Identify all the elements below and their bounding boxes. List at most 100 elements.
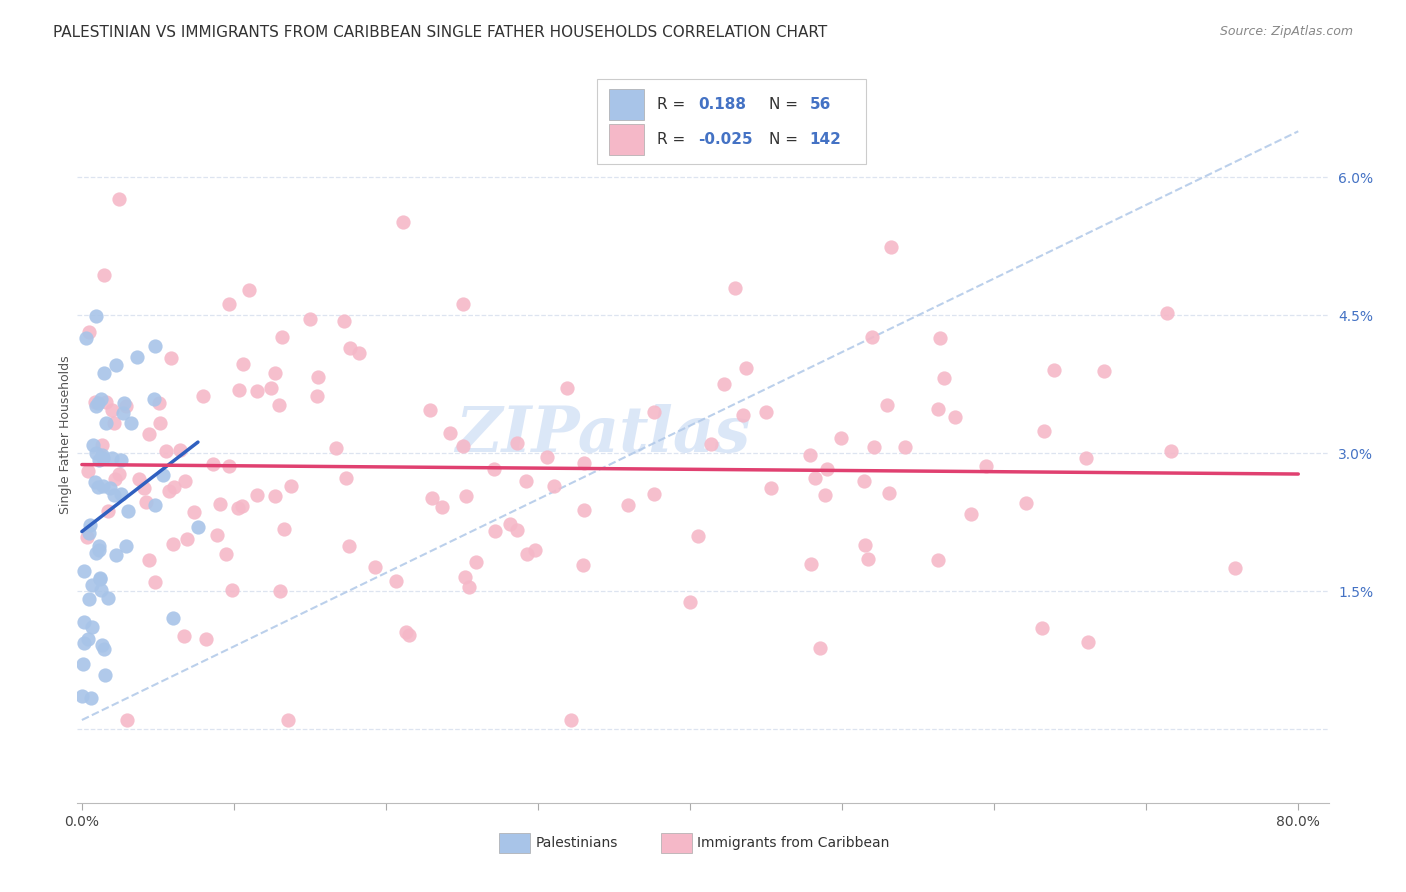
Point — [523, 543, 546, 558]
Point — [138, 426, 160, 441]
Point — [143, 575, 166, 590]
Point — [93, 641, 115, 656]
Point — [232, 358, 254, 372]
Point — [927, 401, 949, 416]
Point — [246, 384, 269, 398]
Point — [163, 480, 186, 494]
Point — [148, 396, 170, 410]
Point — [76, 464, 98, 478]
Point — [108, 192, 131, 206]
Point — [810, 641, 832, 656]
Point — [263, 367, 285, 381]
Point — [80, 691, 103, 706]
Point — [93, 366, 115, 380]
Point — [160, 351, 183, 366]
Point — [84, 399, 107, 413]
Point — [94, 668, 117, 682]
Point — [238, 283, 260, 297]
Point — [226, 500, 249, 515]
Point — [453, 297, 475, 311]
Point — [89, 572, 111, 586]
Text: Immigrants from Caribbean: Immigrants from Caribbean — [697, 836, 890, 850]
Text: R =: R = — [657, 132, 690, 147]
Point — [934, 370, 956, 384]
Point — [193, 389, 215, 403]
Point — [79, 517, 101, 532]
Point — [929, 331, 952, 345]
Point — [860, 329, 883, 343]
Point — [91, 450, 114, 465]
Text: N =: N = — [769, 132, 803, 147]
Point — [384, 574, 406, 589]
Point — [117, 504, 139, 518]
Point — [87, 480, 110, 494]
Point — [269, 584, 291, 599]
Point — [91, 438, 114, 452]
Point — [128, 472, 150, 486]
Point — [149, 416, 172, 430]
Text: PALESTINIAN VS IMMIGRANTS FROM CARIBBEAN SINGLE FATHER HOUSEHOLDS CORRELATION CH: PALESTINIAN VS IMMIGRANTS FROM CARIBBEAN… — [53, 25, 828, 40]
Point — [82, 620, 104, 634]
Point — [201, 457, 224, 471]
Point — [927, 553, 949, 567]
Point — [91, 479, 114, 493]
Point — [420, 491, 443, 505]
Point — [82, 438, 104, 452]
Point — [157, 483, 180, 498]
Point — [572, 456, 595, 470]
Point — [73, 615, 96, 629]
Point — [482, 461, 505, 475]
Point — [451, 439, 474, 453]
Point — [105, 548, 128, 562]
Point — [76, 530, 98, 544]
Point — [90, 583, 112, 598]
Point — [218, 458, 240, 473]
Point — [1015, 496, 1038, 510]
Point — [724, 280, 747, 294]
Point — [555, 381, 578, 395]
Point — [686, 529, 709, 543]
Point — [173, 629, 195, 643]
Point — [484, 524, 506, 539]
Point — [110, 453, 132, 467]
Point — [104, 472, 127, 486]
Point — [299, 311, 322, 326]
Bar — [609, 124, 644, 155]
Point — [271, 330, 294, 344]
Point — [643, 405, 665, 419]
Point — [307, 389, 329, 403]
Point — [90, 638, 112, 652]
Point — [439, 425, 461, 440]
Point — [395, 625, 418, 640]
Point — [98, 481, 121, 495]
Point — [761, 481, 783, 495]
FancyBboxPatch shape — [596, 78, 866, 164]
Point — [974, 458, 997, 473]
Point — [536, 450, 558, 465]
Point — [280, 479, 302, 493]
Point — [800, 557, 823, 571]
Point — [70, 689, 93, 703]
Point — [1031, 621, 1053, 635]
Point — [398, 628, 420, 642]
Point — [91, 448, 114, 462]
Point — [77, 632, 100, 646]
Point — [87, 453, 110, 467]
Point — [101, 403, 124, 417]
Point — [337, 539, 360, 553]
Point — [218, 297, 240, 311]
Text: 56: 56 — [810, 97, 831, 112]
Point — [1160, 444, 1182, 458]
Point — [813, 488, 835, 502]
Point — [135, 495, 157, 509]
Point — [391, 215, 413, 229]
Point — [132, 481, 155, 495]
Point — [75, 331, 97, 345]
Point — [96, 504, 118, 518]
Point — [1156, 306, 1178, 320]
Point — [1043, 363, 1066, 377]
Point — [277, 713, 299, 727]
Point — [454, 570, 477, 584]
Point — [430, 500, 453, 515]
Point — [174, 474, 197, 488]
